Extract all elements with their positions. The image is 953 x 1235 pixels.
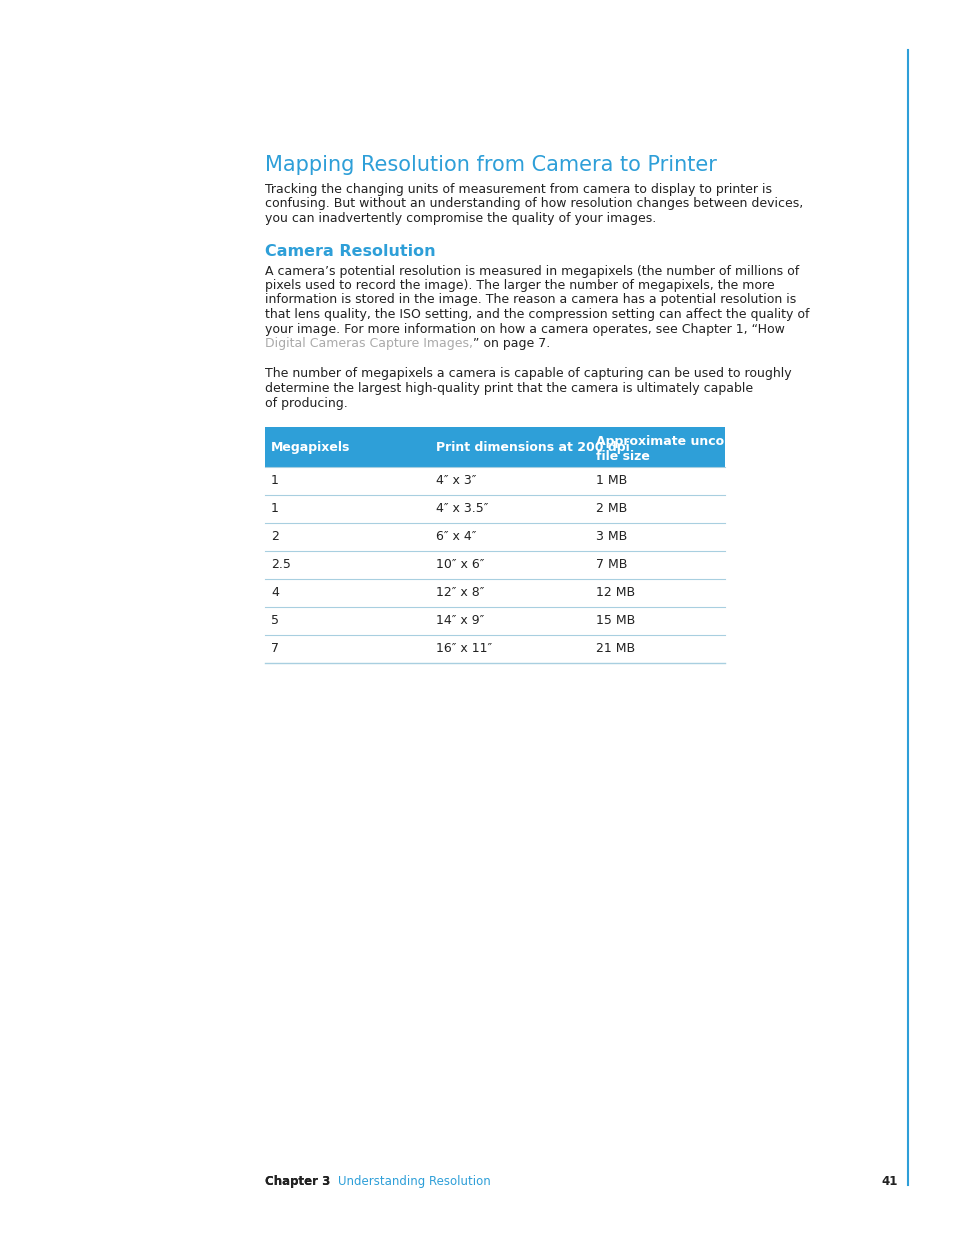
Text: Understanding Resolution: Understanding Resolution xyxy=(338,1174,491,1188)
Text: that lens quality, the ISO setting, and the compression setting can affect the q: that lens quality, the ISO setting, and … xyxy=(265,308,809,321)
Text: 12″ x 8″: 12″ x 8″ xyxy=(436,587,484,599)
Text: 16″ x 11″: 16″ x 11″ xyxy=(436,642,492,656)
Text: you can inadvertently compromise the quality of your images.: you can inadvertently compromise the qua… xyxy=(265,212,656,225)
Text: Digital Cameras Capture Images,: Digital Cameras Capture Images, xyxy=(265,337,473,350)
Text: 7 MB: 7 MB xyxy=(596,558,627,572)
Text: 41: 41 xyxy=(881,1174,897,1188)
Text: information is stored in the image. The reason a camera has a potential resoluti: information is stored in the image. The … xyxy=(265,294,796,306)
Text: Chapter 3: Chapter 3 xyxy=(265,1174,330,1188)
Text: 3 MB: 3 MB xyxy=(596,531,626,543)
Text: 14″ x 9″: 14″ x 9″ xyxy=(436,615,484,627)
Text: Tracking the changing units of measurement from camera to display to printer is: Tracking the changing units of measureme… xyxy=(265,183,771,196)
Text: Approximate uncompressed: Approximate uncompressed xyxy=(596,435,792,448)
Text: ” on page 7.: ” on page 7. xyxy=(473,337,550,350)
Bar xyxy=(265,427,724,467)
Text: The number of megapixels a camera is capable of capturing can be used to roughly: The number of megapixels a camera is cap… xyxy=(265,368,791,380)
Text: your image. For more information on how a camera operates, see Chapter 1, “How: your image. For more information on how … xyxy=(265,322,784,336)
Text: 4″ x 3″: 4″ x 3″ xyxy=(436,474,476,488)
Text: 4: 4 xyxy=(271,587,278,599)
Text: 6″ x 4″: 6″ x 4″ xyxy=(436,531,476,543)
Text: 5: 5 xyxy=(271,615,278,627)
Text: of producing.: of producing. xyxy=(265,396,348,410)
Text: confusing. But without an understanding of how resolution changes between device: confusing. But without an understanding … xyxy=(265,198,802,210)
Text: 10″ x 6″: 10″ x 6″ xyxy=(436,558,484,572)
Text: 2: 2 xyxy=(271,531,278,543)
Text: Camera Resolution: Camera Resolution xyxy=(265,245,436,259)
Text: 4″ x 3.5″: 4″ x 3.5″ xyxy=(436,503,488,515)
Text: 15 MB: 15 MB xyxy=(596,615,635,627)
Text: Print dimensions at 200 dpi: Print dimensions at 200 dpi xyxy=(436,441,629,453)
Text: 12 MB: 12 MB xyxy=(596,587,635,599)
Text: 1: 1 xyxy=(271,503,278,515)
Text: Mapping Resolution from Camera to Printer: Mapping Resolution from Camera to Printe… xyxy=(265,156,716,175)
Text: 2 MB: 2 MB xyxy=(596,503,626,515)
Text: 21 MB: 21 MB xyxy=(596,642,635,656)
Text: 2.5: 2.5 xyxy=(271,558,291,572)
Text: Megapixels: Megapixels xyxy=(271,441,350,453)
Text: determine the largest high-quality print that the camera is ultimately capable: determine the largest high-quality print… xyxy=(265,382,752,395)
Text: file size: file size xyxy=(596,450,649,462)
Text: 7: 7 xyxy=(271,642,278,656)
Text: A camera’s potential resolution is measured in megapixels (the number of million: A camera’s potential resolution is measu… xyxy=(265,264,799,278)
Text: Chapter 3: Chapter 3 xyxy=(265,1174,330,1188)
Text: 1: 1 xyxy=(271,474,278,488)
Text: 1 MB: 1 MB xyxy=(596,474,626,488)
Text: pixels used to record the image). The larger the number of megapixels, the more: pixels used to record the image). The la… xyxy=(265,279,774,291)
